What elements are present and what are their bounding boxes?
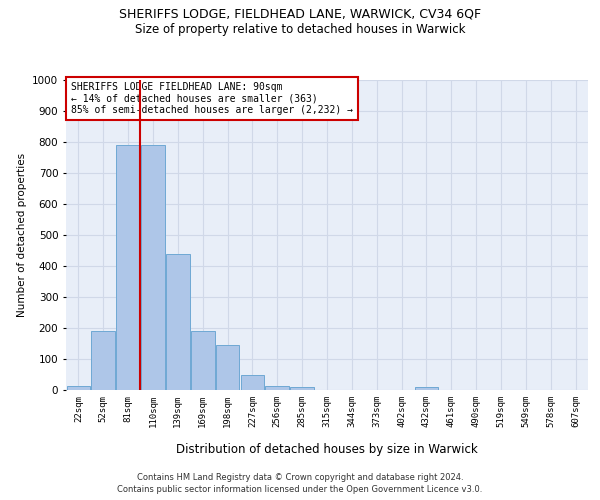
Text: Size of property relative to detached houses in Warwick: Size of property relative to detached ho… [135,22,465,36]
Bar [116,145,140,390]
Bar [216,345,239,390]
Bar [166,254,190,390]
Text: SHERIFFS LODGE, FIELDHEAD LANE, WARWICK, CV34 6QF: SHERIFFS LODGE, FIELDHEAD LANE, WARWICK,… [119,8,481,20]
Text: Contains public sector information licensed under the Open Government Licence v3: Contains public sector information licen… [118,485,482,494]
Bar [265,386,289,390]
Bar [141,145,165,390]
Y-axis label: Number of detached properties: Number of detached properties [17,153,26,317]
Bar [290,387,314,390]
Bar [67,386,90,390]
Bar [415,387,438,390]
Text: Contains HM Land Registry data © Crown copyright and database right 2024.: Contains HM Land Registry data © Crown c… [137,472,463,482]
Text: Distribution of detached houses by size in Warwick: Distribution of detached houses by size … [176,442,478,456]
Text: SHERIFFS LODGE FIELDHEAD LANE: 90sqm
← 14% of detached houses are smaller (363)
: SHERIFFS LODGE FIELDHEAD LANE: 90sqm ← 1… [71,82,353,115]
Bar [91,331,115,390]
Bar [191,331,215,390]
Bar [241,375,264,390]
